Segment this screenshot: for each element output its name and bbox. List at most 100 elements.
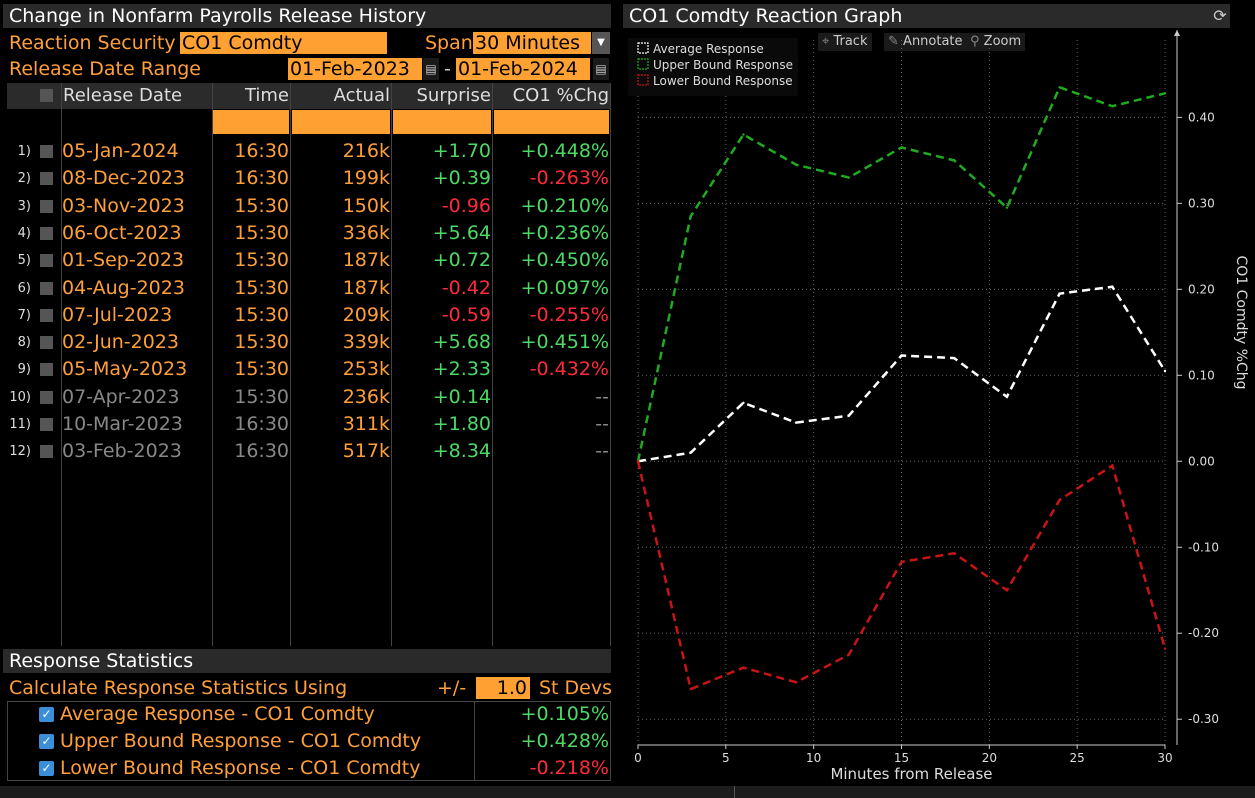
row-checkbox[interactable] [40,226,53,240]
row-co1-chg: +0.097% [520,276,609,299]
filter-box-surprise[interactable] [494,110,609,134]
reaction-chart[interactable]: 0 5 10 15 20 25 30 -0.30 -0.20 -0.10 0.00 0.10 0.20 0… [620,30,1248,798]
filter-box-time[interactable] [292,110,390,134]
table-row[interactable]: 11) 10-Mar-2023 16:30 311k +1.80 -- [7,411,611,438]
header-co1-chg[interactable]: CO1 %Chg [512,85,609,106]
row-checkbox[interactable] [40,390,53,404]
row-actual: 336k [342,221,390,244]
data-point [1058,292,1061,295]
row-checkbox[interactable] [40,254,53,268]
x-tick-label: 5 [722,751,730,765]
row-time: 16:30 [234,440,289,463]
header-actual[interactable]: Actual [333,85,390,106]
stdev-input[interactable]: 1.0 [476,677,530,699]
data-point [953,159,956,162]
data-point [1058,498,1061,502]
date-from-field[interactable]: 01-Feb-2023 [288,58,422,80]
data-point [636,460,640,463]
data-point [1163,369,1167,373]
row-time: 15:30 [234,276,289,299]
lower-checkbox[interactable]: ✓ [39,761,54,776]
date-to-calendar-button[interactable]: ▤ [593,58,609,80]
row-number: 10) [9,389,31,405]
legend-box [628,38,798,96]
row-co1-chg: +0.236% [520,221,609,244]
row-checkbox[interactable] [40,445,53,459]
annotate-button[interactable]: ✎ Annotate [884,33,967,51]
span-dropdown-button[interactable]: ▼ [592,32,610,54]
table-row[interactable]: 8) 02-Jun-2023 15:30 339k +5.68 +0.451% [7,329,611,356]
row-checkbox[interactable] [40,281,53,295]
x-tick-label: 0 [634,751,642,765]
row-number: 6) [17,280,31,296]
row-date: 05-Jan-2024 [62,140,179,162]
table-row[interactable]: 2) 08-Dec-2023 16:30 199k +0.39 -0.263% [7,165,611,192]
chart-title: CO1 Comdty Reaction Graph [623,4,1230,28]
span-select[interactable]: 30 Minutes [473,32,591,54]
data-point [1163,92,1167,95]
row-actual: 209k [342,303,390,326]
magnifier-icon: ⚲ [970,34,980,49]
row-surprise: +0.39 [432,167,491,190]
filter-box-date[interactable] [213,110,289,134]
row-date: 03-Nov-2023 [62,194,185,217]
row-actual: 199k [342,167,390,190]
track-button[interactable]: ⌖ Track [818,33,872,51]
table-row[interactable]: 7) 07-Jul-2023 15:30 209k -0.59 -0.255% [7,302,611,329]
row-checkbox[interactable] [40,418,53,431]
header-surprise[interactable]: Surprise [416,85,491,106]
row-time: 16:30 [234,140,289,162]
date-separator: - [444,58,451,80]
row-co1-chg: -0.432% [529,358,609,381]
y-tick-label: -0.10 [1188,540,1219,554]
row-surprise: +8.34 [432,440,491,463]
table-row[interactable]: 6) 04-Aug-2023 15:30 187k -0.42 +0.097% [7,275,611,302]
row-date: 06-Oct-2023 [62,221,182,244]
row-date: 01-Sep-2023 [62,249,185,272]
row-checkbox[interactable] [40,308,53,322]
row-checkbox[interactable] [40,336,53,350]
data-point [900,146,903,149]
lower-value: -0.218% [529,757,609,779]
row-co1-chg: -- [595,413,609,435]
date-from-calendar-button[interactable]: ▤ [423,58,439,80]
refresh-icon[interactable]: ⟳ [1213,6,1227,25]
table-row[interactable]: 4) 06-Oct-2023 15:30 336k +5.64 +0.236% [7,220,611,247]
calendar-icon: ▤ [595,62,607,76]
upper-checkbox[interactable]: ✓ [39,734,54,749]
table-row[interactable]: 9) 05-May-2023 15:30 253k +2.33 -0.432% [7,356,611,383]
table-row[interactable]: 1) 05-Jan-2024 16:30 216k +1.70 +0.448% [7,138,611,165]
row-checkbox[interactable] [40,172,53,186]
legend-swatch [637,42,649,54]
header-time[interactable]: Time [244,85,289,106]
date-to-field[interactable]: 01-Feb-2024 [456,58,590,80]
row-co1-chg: -- [595,385,609,408]
x-tick-label: 15 [894,751,909,765]
row-checkbox[interactable] [40,145,53,158]
row-number: 1) [17,144,31,159]
reaction-security-field[interactable]: CO1 Comdty [180,32,387,54]
row-checkbox[interactable] [40,199,53,213]
average-checkbox[interactable]: ✓ [39,707,54,722]
row-surprise: +1.70 [432,140,491,162]
table-row[interactable]: 12) 03-Feb-2023 16:30 517k +8.34 -- [7,438,611,465]
row-time: 15:30 [234,303,289,326]
table-header-bar [7,83,611,109]
row-co1-chg: +0.451% [520,331,609,354]
row-number: 8) [17,335,31,351]
row-co1-chg: +0.210% [520,194,609,217]
row-checkbox[interactable] [40,363,53,377]
select-all-checkbox[interactable] [40,89,53,102]
table-row[interactable]: 10) 07-Apr-2023 15:30 236k +0.14 -- [7,384,611,411]
row-number: 9) [17,362,31,378]
row-time: 15:30 [234,194,289,217]
table-row[interactable]: 3) 03-Nov-2023 15:30 150k -0.96 +0.210% [7,193,611,220]
data-point [953,356,956,360]
zoom-button[interactable]: ⚲ Zoom [966,33,1026,51]
data-point [794,421,798,424]
filter-box-actual[interactable] [393,110,491,134]
row-co1-chg: -0.255% [529,303,609,326]
span-label: Span [425,32,473,54]
header-release-date[interactable]: Release Date [63,85,183,106]
table-row[interactable]: 5) 01-Sep-2023 15:30 187k +0.72 +0.450% [7,247,611,274]
